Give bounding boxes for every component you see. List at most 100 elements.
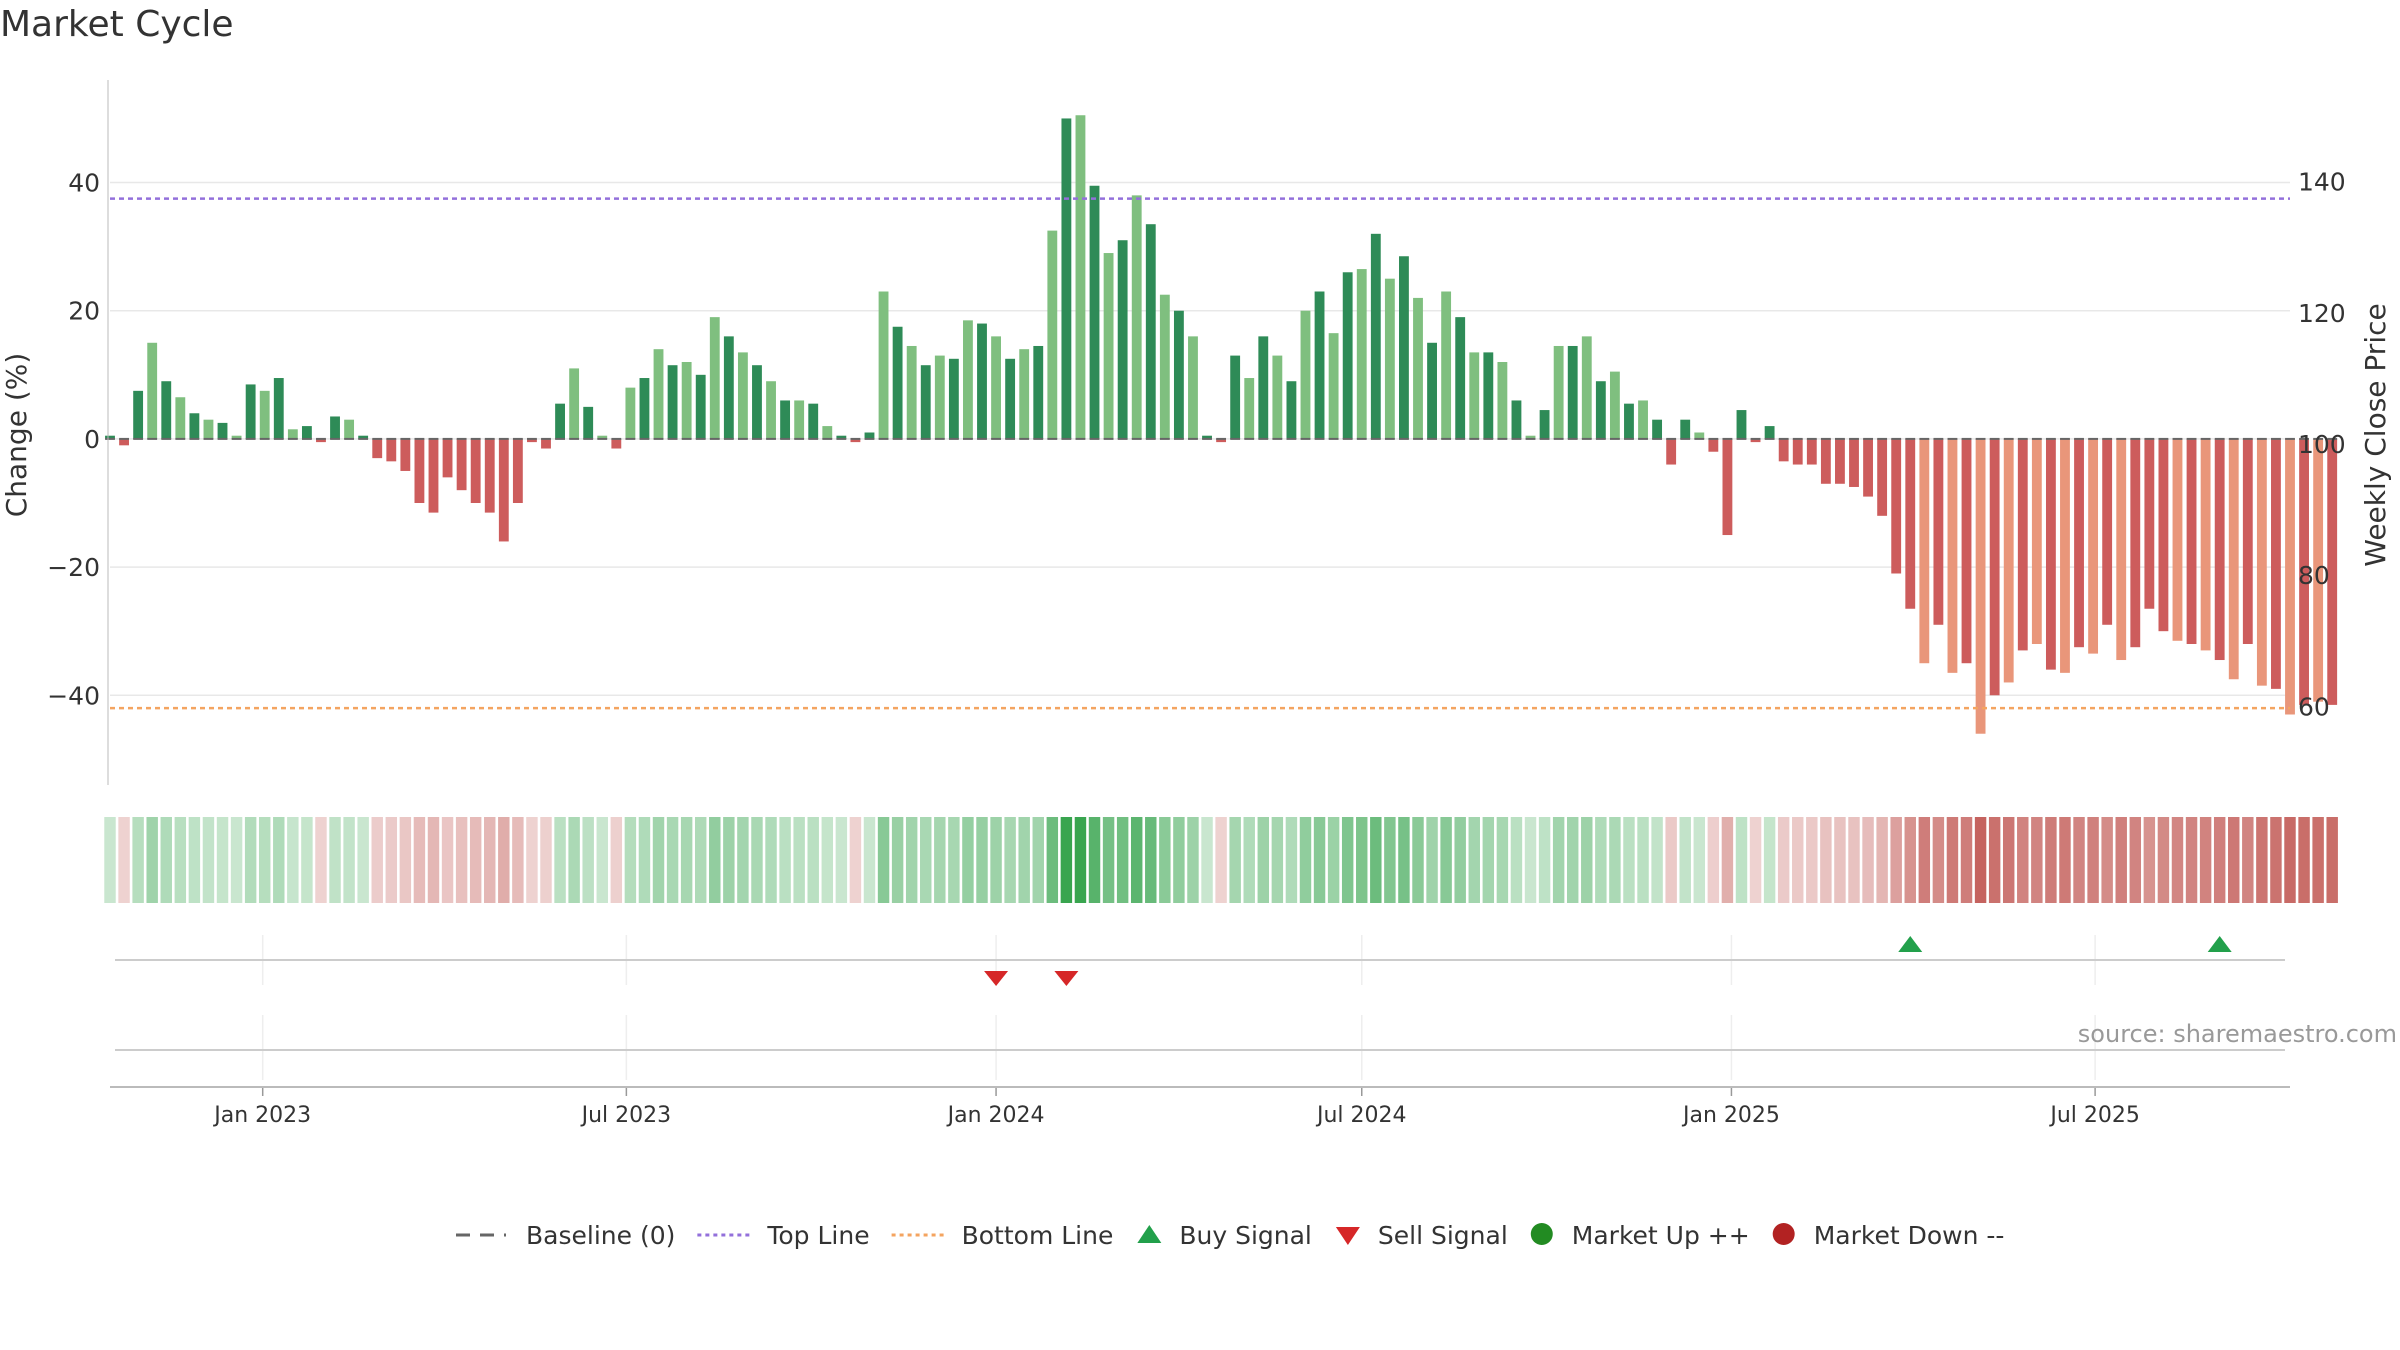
change-bar [808,403,819,439]
change-bar [414,438,425,503]
change-bar [161,381,172,439]
y2-tick-label: 120 [2298,299,2346,328]
change-bar [2313,438,2324,702]
change-bar [1820,438,1831,484]
heat-cell [962,817,974,903]
heat-cell [315,817,327,903]
change-bar [1961,438,1972,664]
legend-item: Bottom Line [891,1221,1113,1250]
heat-cell [1229,817,1241,903]
heat-cell [990,817,1002,903]
change-bar [470,438,481,503]
heat-cell [723,817,735,903]
change-bar [330,416,340,439]
heat-cell [413,817,426,903]
change-bar [1033,345,1044,439]
change-bar [906,345,917,439]
change-bar [1975,438,1986,734]
heat-cell [2087,817,2099,903]
x-tick-label: Jul 2024 [1315,1103,1407,1128]
source-credit: source: sharemaestro.com [2078,1020,2397,1048]
heat-cell [1398,817,1410,903]
change-bar [1370,233,1381,439]
change-bar [709,317,720,439]
change-bar [245,384,256,439]
heat-cell [174,817,187,903]
change-bar [597,435,608,439]
heat-cell [1313,817,1326,903]
heat-cell [1721,817,1734,903]
change-bar [1891,438,1902,574]
change-bar [1595,381,1606,439]
heat-cell [273,817,285,903]
change-bar [2200,438,2211,651]
heat-cell [2115,817,2127,903]
legend-label: Top Line [766,1221,869,1250]
change-bar [681,362,692,439]
change-bar [991,336,1001,439]
heat-cell [2073,817,2085,903]
y2-axis-label: Weekly Close Price [2359,303,2392,566]
heat-cell [2228,817,2240,903]
change-bar [2031,438,2042,644]
market-panel [115,1015,2285,1080]
change-bar [1581,336,1592,439]
heat-cell [709,817,721,903]
change-bar [344,419,355,439]
change-bar [1188,336,1198,439]
change-bar [1567,345,1578,439]
y-tick-label: −40 [47,681,100,710]
change-bar [456,438,467,491]
change-bar [105,435,115,439]
change-bar [1005,358,1016,439]
heat-cell [1566,817,1579,903]
y-axis-label: Change (%) [0,353,33,518]
heat-cell [1173,817,1185,903]
heat-cell [188,817,201,903]
heat-cell [1862,817,1874,903]
y2-tick-label: 100 [2298,430,2346,459]
change-bar [1553,345,1564,439]
heat-cell [821,817,834,903]
change-bar [1089,185,1100,439]
heat-cell [1454,817,1466,903]
heat-cell [118,817,130,903]
heat-cell [160,817,172,903]
change-bar [963,320,973,439]
heat-cell [441,817,454,903]
change-bar [1708,438,1719,452]
heat-cell [694,817,707,903]
change-bar [259,390,270,439]
change-bar [1342,272,1353,439]
x-tick-label: Jan 2023 [212,1103,311,1128]
change-bar [1989,438,2000,696]
heat-cell [1201,817,1213,903]
change-bar [2172,438,2183,641]
change-bar [878,291,889,439]
y-tick-label: 40 [68,169,100,198]
heat-cell [1145,817,1157,903]
heat-cell [2017,817,2029,903]
reference-lines [110,197,2290,710]
heat-cell [1046,817,1059,903]
legend-triangle-up-icon [1137,1225,1162,1243]
heat-cell [202,817,215,903]
change-bar [2088,438,2099,654]
change-bar [231,435,242,439]
heat-cell [1018,817,1030,903]
change-bar [2256,438,2267,686]
change-bar [1047,230,1058,439]
change-bar [203,419,214,439]
y-tick-label: 20 [68,297,100,326]
heat-cell [357,817,369,903]
change-bar [934,355,945,439]
change-bar [1145,224,1156,439]
change-bar [892,326,903,439]
change-bar [1328,333,1339,439]
heat-cell [1834,817,1846,903]
y2-tick-label: 140 [2298,168,2346,197]
chart-title: Market Cycle [0,4,234,45]
change-bar [1131,195,1142,439]
heat-strip [104,817,2338,903]
change-bars [105,115,2338,734]
